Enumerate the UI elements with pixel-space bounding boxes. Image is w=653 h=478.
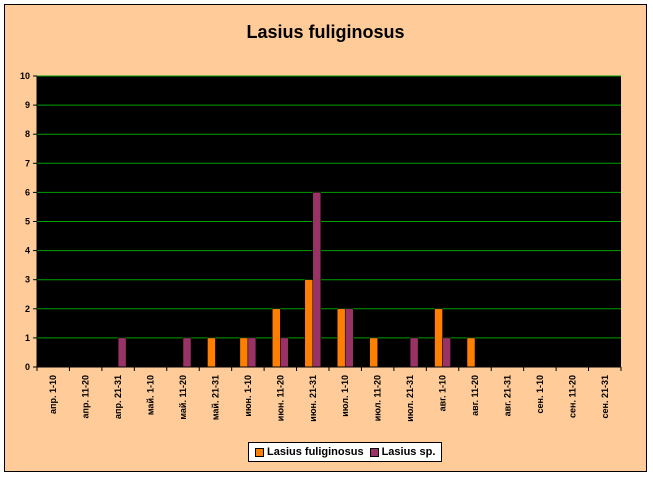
y-tick-label: 9 — [25, 100, 30, 110]
y-tick-label: 7 — [25, 158, 30, 168]
y-tick-label: 0 — [25, 362, 30, 372]
bar-lasius-fuliginosus — [207, 337, 216, 368]
legend-swatch-lasius-sp — [369, 447, 379, 457]
x-tick-label: июл. 1-10 — [340, 375, 350, 417]
x-tick-label: июн. 1-10 — [243, 375, 253, 417]
bar-lasius-sp — [247, 337, 257, 368]
x-tick-label: авг. 1-10 — [438, 375, 448, 411]
bar-lasius-fuliginosus — [239, 337, 249, 368]
x-tick-label: сен. 11-20 — [567, 375, 577, 418]
bar-lasius-fuliginosus — [369, 337, 378, 368]
y-tick-label: 8 — [25, 129, 30, 139]
x-tick-label: июл. 21-31 — [405, 375, 415, 422]
chart-legend: Lasius fuliginosus Lasius sp. — [248, 442, 443, 462]
chart-title: Lasius fuliginosus — [246, 22, 405, 42]
bar-lasius-sp — [312, 192, 322, 368]
x-tick-label: апр. 1-10 — [48, 375, 58, 414]
bar-lasius-sp — [344, 308, 354, 368]
x-tick-label: май. 11-20 — [178, 375, 188, 420]
x-tick-label: авг. 11-20 — [470, 375, 480, 416]
bar-lasius-fuliginosus — [434, 308, 443, 368]
x-tick-label: сен. 21-31 — [600, 375, 610, 418]
x-tick-label: июн. 21-31 — [308, 375, 318, 422]
legend-label-lasius-fuliginosus: Lasius fuliginosus — [267, 446, 364, 458]
y-tick-label: 2 — [25, 304, 30, 314]
x-tick-label: май. 21-31 — [210, 375, 220, 420]
bar-lasius-sp — [182, 337, 192, 368]
bar-lasius-sp — [117, 337, 127, 368]
y-tick-label: 4 — [25, 246, 30, 256]
x-tick-label: июн. 11-20 — [275, 375, 285, 421]
bar-lasius-fuliginosus — [336, 308, 346, 368]
legend-item-lasius-fuliginosus: Lasius fuliginosus — [255, 446, 364, 458]
bar-lasius-fuliginosus — [304, 279, 314, 368]
x-tick-label: авг. 21-31 — [502, 375, 512, 416]
x-tick-label: май. 1-10 — [146, 375, 156, 415]
legend-label-lasius-sp: Lasius sp. — [381, 446, 436, 458]
bar-lasius-sp — [409, 337, 419, 368]
y-tick-label: 3 — [25, 275, 30, 285]
y-tick-label: 1 — [25, 333, 30, 343]
y-tick-label: 6 — [25, 187, 30, 197]
x-tick-label: сен. 1-10 — [535, 375, 545, 413]
x-tick-label: апр. 21-31 — [113, 375, 123, 419]
bar-lasius-sp — [442, 337, 451, 368]
legend-item-lasius-sp: Lasius sp. — [369, 446, 436, 458]
legend-swatch-lasius-fuliginosus — [255, 447, 264, 457]
y-tick-label: 5 — [25, 217, 30, 227]
bar-lasius-sp — [280, 337, 289, 368]
y-tick-label: 10 — [20, 71, 30, 81]
x-tick-label: июл. 11-20 — [373, 375, 383, 421]
bar-lasius-fuliginosus — [272, 308, 281, 368]
bar-lasius-fuliginosus — [466, 337, 476, 368]
x-tick-label: апр. 11-20 — [81, 375, 91, 418]
